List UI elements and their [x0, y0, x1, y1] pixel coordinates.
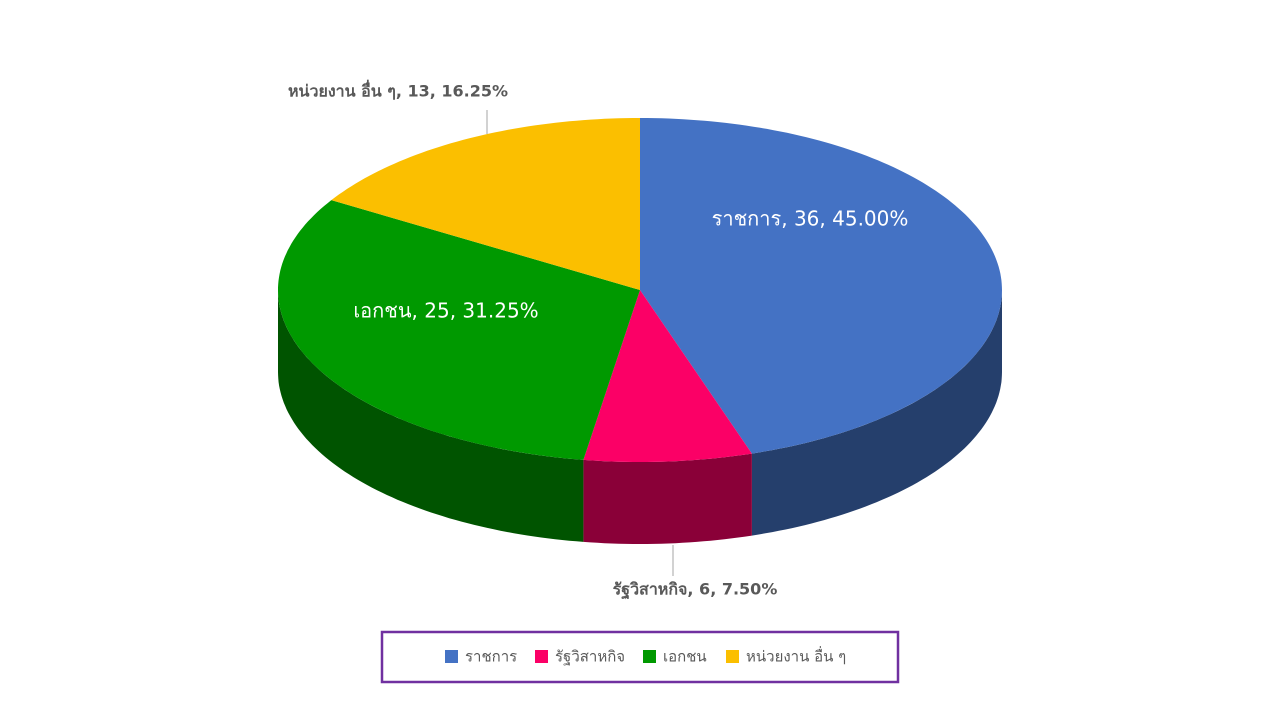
- legend-swatch: [535, 650, 548, 663]
- legend-label: เอกชน: [663, 648, 707, 666]
- pie-side: [751, 290, 1002, 536]
- pie-slice: [331, 118, 640, 290]
- legend-swatch: [643, 650, 656, 663]
- legend-label: รัฐวิสาหกิจ: [555, 648, 625, 666]
- legend-swatch: [445, 650, 458, 663]
- pie-slice: [278, 200, 640, 460]
- pie-slice: [583, 290, 752, 462]
- legend-label: หน่วยงาน อื่น ๆ: [746, 646, 846, 666]
- data-label: ราชการ, 36, 45.00%: [712, 207, 909, 231]
- data-label: รัฐวิสาหกิจ, 6, 7.50%: [613, 580, 778, 600]
- data-label: เอกชน, 25, 31.25%: [353, 299, 538, 323]
- legend-box: [380, 630, 900, 684]
- pie-slice: [640, 118, 1002, 454]
- pie-side: [278, 290, 584, 542]
- legend-swatch: [726, 650, 739, 663]
- pie-side: [583, 453, 752, 544]
- data-label: หน่วยงาน อื่น ๆ, 13, 16.25%: [288, 80, 508, 101]
- legend-label: ราชการ: [465, 648, 517, 666]
